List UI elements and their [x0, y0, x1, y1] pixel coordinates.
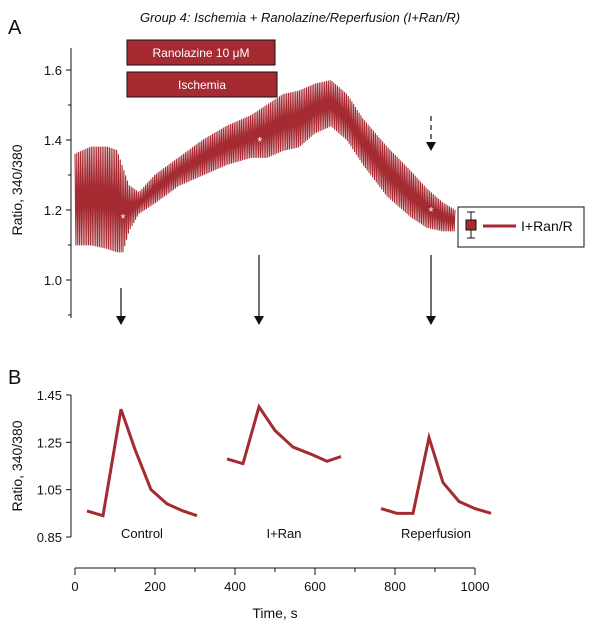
- transient-trace: [380, 431, 492, 515]
- dashed-arrow-head: [426, 142, 436, 151]
- panel-a-y-axis-label: Ratio, 340/380: [9, 144, 25, 235]
- ischemia-bar-rect: [126, 71, 278, 98]
- ranolazine-bar-rect: [126, 39, 276, 66]
- arrow-head: [254, 316, 264, 325]
- panel-b-label: B: [8, 367, 21, 389]
- legend-box: [457, 206, 585, 248]
- panel-a-trace-layer: [74, 80, 456, 253]
- panel-a-y-ticks: 1.0 1.2 1.4 1.6: [44, 63, 71, 316]
- x-tick-label: 600: [304, 579, 326, 594]
- panel-b-y-tick-label: 1.25: [37, 435, 62, 450]
- panel-a-y-tick-label: 1.6: [44, 63, 62, 78]
- panel-a-y-tick-label: 1.4: [44, 133, 62, 148]
- panel-a-y-tick-label: 1.2: [44, 203, 62, 218]
- transient-label: I+Ran: [266, 526, 301, 541]
- x-tick-label: 800: [384, 579, 406, 594]
- x-tick-label: 400: [224, 579, 246, 594]
- sample-point-marker: *: [120, 211, 125, 226]
- x-axis-label: Time, s: [252, 605, 297, 621]
- legend: I+Ran/R: [457, 206, 585, 248]
- arrow-head: [426, 316, 436, 325]
- legend-label: I+Ran/R: [521, 218, 573, 234]
- panel-b: 0.85 1.05 1.25 1.45 Ratio, 340/380 Control I…: [9, 388, 492, 621]
- sample-point-marker: *: [257, 134, 262, 149]
- panel-a: 1.0 1.2 1.4 1.6 Ratio, 340/380 Ranolazine 1…: [9, 39, 585, 325]
- panel-b-y-ticks: 0.85 1.05 1.25 1.45: [37, 388, 71, 545]
- panel-b-y-tick-label: 0.85: [37, 530, 62, 545]
- transient-label: Reperfusion: [401, 526, 471, 541]
- legend-errorbar-icon: [465, 211, 477, 239]
- x-axis-ticks: 0 200 400 600 800 1000: [71, 568, 489, 594]
- panel-b-y-axis-label: Ratio, 340/380: [9, 420, 25, 511]
- panel-a-y-tick-label: 1.0: [44, 273, 62, 288]
- panel-a-label: A: [8, 17, 22, 39]
- sample-point-marker: *: [428, 204, 433, 219]
- panel-a-arrows: [116, 116, 436, 325]
- panel-b-y-tick-label: 1.05: [37, 483, 62, 498]
- transient-label: Control: [121, 526, 163, 541]
- transient-trace: [86, 408, 198, 518]
- panel-a-markers: * * *: [120, 134, 433, 226]
- transient-trace: [226, 403, 342, 466]
- ischemia-bar-label: Ischemia: [178, 78, 226, 92]
- ranolazine-bar: Ranolazine 10 μM: [126, 39, 276, 66]
- ranolazine-bar-label: Ranolazine 10 μM: [153, 46, 250, 60]
- chart-title: Group 4: Ischemia + Ranolazine/Reperfusi…: [140, 10, 460, 25]
- x-tick-label: 200: [144, 579, 166, 594]
- panel-b-traces: Control I+Ran Reperfusion: [86, 403, 492, 541]
- trace-i-ran-r: [74, 80, 456, 253]
- panel-b-y-tick-label: 1.45: [37, 388, 62, 403]
- arrow-head: [116, 316, 126, 325]
- x-tick-label: 1000: [461, 579, 490, 594]
- ischemia-bar: Ischemia: [126, 71, 278, 98]
- x-tick-label: 0: [71, 579, 78, 594]
